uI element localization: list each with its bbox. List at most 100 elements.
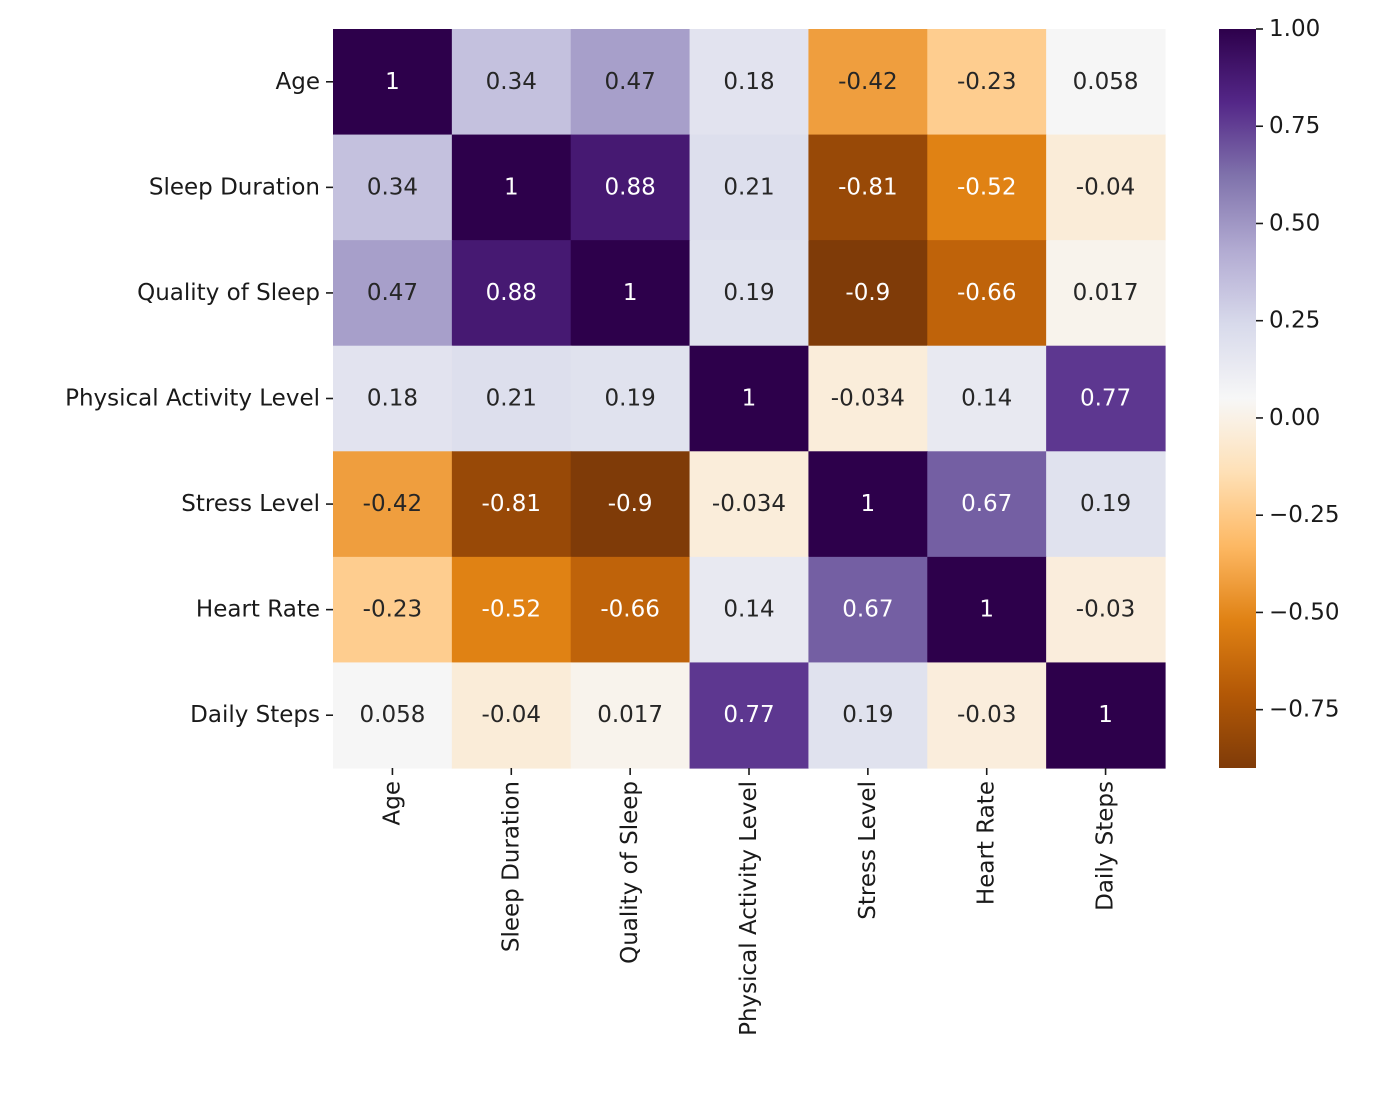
heatmap-cell-6-5	[927, 662, 1047, 769]
y-tick-label-heart-rate: Heart Rate	[196, 597, 320, 623]
cell-label-3-4: -0.034	[831, 386, 905, 412]
y-tick-label-sleep-duration: Sleep Duration	[149, 174, 320, 200]
heatmap-cell-4-3	[689, 451, 810, 558]
colorbar-tick-label-2: 0.50	[1269, 210, 1320, 236]
colorbar-tick-label-1: 0.75	[1269, 113, 1320, 139]
cell-label-6-5: -0.03	[957, 702, 1017, 728]
cell-label-0-0: 1	[385, 69, 400, 95]
cell-label-3-0: 0.18	[367, 386, 418, 412]
cell-label-3-5: 0.14	[961, 386, 1012, 412]
heatmap-cell-1-1	[451, 134, 572, 241]
heatmap-cell-2-4	[808, 240, 928, 347]
cell-label-5-1: -0.52	[482, 597, 542, 623]
colorbar-tick-label-3: 0.25	[1269, 308, 1320, 334]
heatmap-cell-3-0	[333, 345, 453, 452]
cell-label-2-1: 0.88	[486, 280, 537, 306]
cell-label-0-5: -0.23	[957, 69, 1017, 95]
colorbar-tick-label-0: 1.00	[1269, 16, 1320, 42]
heatmap-cell-1-5	[927, 134, 1047, 241]
cell-label-1-2: 0.88	[605, 174, 656, 200]
heatmap-cell-4-5	[927, 451, 1047, 558]
colorbar-tick-label-5: −0.25	[1269, 502, 1339, 528]
x-tick-label-age: Age	[379, 781, 405, 825]
cell-label-4-6: 0.19	[1080, 491, 1131, 517]
cell-label-6-0: 0.058	[360, 702, 426, 728]
cell-label-2-2: 1	[623, 280, 638, 306]
y-tick-label-stress-level: Stress Level	[181, 491, 320, 517]
x-axis: Age Sleep Duration Quality of Sleep Physica…	[379, 768, 1119, 1036]
cell-label-2-4: -0.9	[845, 280, 890, 306]
x-tick-label-heart-rate: Heart Rate	[974, 781, 1000, 905]
heatmap-cell-1-4	[808, 134, 928, 241]
heatmap-cell-2-2	[570, 240, 691, 347]
cell-label-1-0: 0.34	[367, 174, 418, 200]
y-tick-label-age: Age	[276, 69, 320, 95]
heatmap-cell-3-2	[570, 345, 691, 452]
heatmap-cell-3-4	[808, 345, 928, 452]
heatmap-cell-6-2	[570, 662, 691, 769]
heatmap-cell-5-3	[689, 556, 810, 664]
y-axis: Age Sleep Duration Quality of Sleep Physica…	[65, 69, 333, 728]
heatmap-cell-4-2	[570, 451, 691, 558]
heatmap-cell-0-6	[1046, 29, 1166, 136]
y-tick-label-physical-activity-level: Physical Activity Level	[65, 386, 320, 412]
heatmap-cell-3-5	[927, 345, 1047, 452]
cell-label-5-0: -0.23	[363, 597, 423, 623]
cell-label-5-5: 1	[979, 597, 994, 623]
colorbar-gradient	[1219, 29, 1256, 768]
cell-label-0-3: 0.18	[723, 69, 774, 95]
cell-label-3-6: 0.77	[1080, 386, 1131, 412]
heatmap-cell-1-2	[570, 134, 691, 241]
cell-label-0-6: 0.058	[1073, 69, 1139, 95]
heatmap-cell-3-3	[689, 345, 810, 452]
heatmap-cell-1-0	[333, 134, 453, 241]
cell-label-6-6: 1	[1098, 702, 1113, 728]
heatmap-cell-5-2	[570, 556, 691, 664]
cell-label-2-6: 0.017	[1073, 280, 1139, 306]
x-tick-label-physical-activity-level: Physical Activity Level	[736, 781, 762, 1036]
cell-label-0-1: 0.34	[486, 69, 537, 95]
heatmap-cell-0-4	[808, 29, 928, 136]
cell-label-6-1: -0.04	[482, 702, 542, 728]
heatmap-cell-4-6	[1046, 451, 1166, 558]
heatmap-cell-0-5	[927, 29, 1047, 136]
cell-label-6-2: 0.017	[597, 702, 663, 728]
cell-label-1-3: 0.21	[723, 174, 774, 200]
cell-label-1-6: -0.04	[1076, 174, 1136, 200]
heatmap-cell-5-1	[451, 556, 572, 664]
cell-label-4-0: -0.42	[363, 491, 423, 517]
cell-label-5-6: -0.03	[1076, 597, 1136, 623]
heatmap-cell-6-4	[808, 662, 928, 769]
cell-label-0-4: -0.42	[838, 69, 898, 95]
heatmap-cells	[333, 29, 1166, 769]
heatmap-cell-2-6	[1046, 240, 1166, 347]
cell-label-1-5: -0.52	[957, 174, 1017, 200]
heatmap-cell-2-0	[333, 240, 453, 347]
heatmap-cell-6-6	[1046, 662, 1166, 769]
x-tick-label-quality-of-sleep: Quality of Sleep	[617, 781, 643, 964]
heatmap-cell-2-1	[451, 240, 572, 347]
cell-label-2-3: 0.19	[723, 280, 774, 306]
cell-label-0-2: 0.47	[605, 69, 656, 95]
heatmap-cell-0-0	[333, 29, 453, 136]
x-tick-label-sleep-duration: Sleep Duration	[498, 781, 524, 952]
cell-label-5-4: 0.67	[842, 597, 893, 623]
heatmap-cell-3-6	[1046, 345, 1166, 452]
colorbar-tick-label-7: −0.75	[1269, 697, 1339, 723]
cell-label-4-4: 1	[861, 491, 876, 517]
heatmap-cell-4-0	[333, 451, 453, 558]
x-tick-label-daily-steps: Daily Steps	[1093, 781, 1119, 911]
y-tick-label-daily-steps: Daily Steps	[190, 702, 320, 728]
cell-label-4-1: -0.81	[482, 491, 542, 517]
heatmap-cell-2-3	[689, 240, 810, 347]
cell-label-1-4: -0.81	[838, 174, 898, 200]
cell-label-3-3: 1	[742, 386, 757, 412]
cell-label-4-3: -0.034	[712, 491, 786, 517]
heatmap-cell-5-6	[1046, 556, 1166, 664]
y-tick-label-quality-of-sleep: Quality of Sleep	[137, 280, 320, 306]
cell-label-2-0: 0.47	[367, 280, 418, 306]
heatmap-cell-4-4	[808, 451, 928, 558]
colorbar: 1.00 0.75 0.50 0.25 0.00 −0.25 −0.50 −0.75	[1219, 16, 1339, 768]
heatmap-cell-2-5	[927, 240, 1047, 347]
